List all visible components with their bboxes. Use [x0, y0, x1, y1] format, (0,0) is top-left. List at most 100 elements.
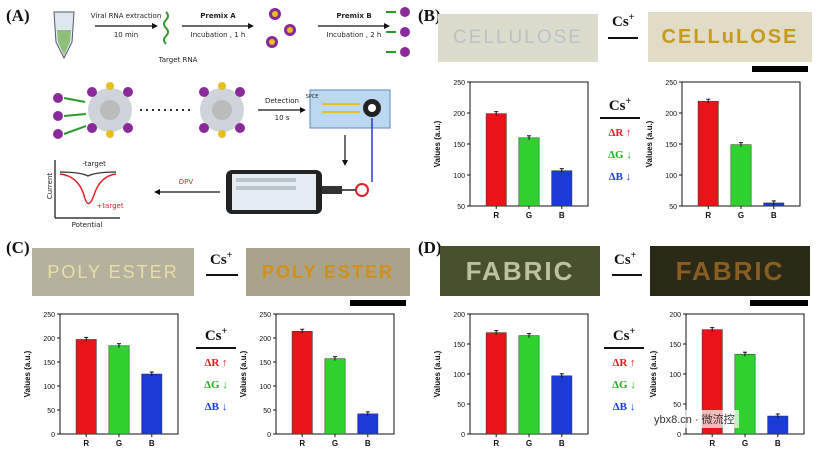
y-tick-label: 100 — [43, 384, 55, 391]
arrow-d-top — [612, 274, 642, 276]
x-tick-label: G — [738, 211, 744, 220]
premix-a-time: Incubation , 1 h — [190, 31, 246, 39]
y-tick-label: 250 — [43, 312, 55, 319]
y-tick-label: 50 — [673, 402, 681, 409]
legend-c-b: ΔB ↓ — [204, 400, 228, 413]
x-tick-label: G — [116, 439, 122, 448]
premix-a-label: Premix A — [200, 12, 236, 20]
chart-c-after: 0 50 100 150 200 250 Values (a.u.) R G B — [239, 312, 395, 448]
bar-b — [767, 415, 789, 435]
photo-d-before: FABRIC — [440, 246, 600, 296]
x-tick-label: R — [493, 439, 499, 448]
y-tick-label: 150 — [453, 342, 465, 349]
step1-time: 10 min — [113, 31, 139, 39]
bar-b — [141, 373, 163, 435]
bar-b — [551, 375, 573, 435]
y-tick-label: 100 — [453, 173, 465, 180]
x-tick-label: G — [526, 439, 532, 448]
legend-b-arrow — [600, 117, 640, 119]
legend-d-arrow — [604, 347, 644, 349]
photo-c-before: POLY ESTER — [32, 248, 194, 296]
bar-g — [324, 358, 346, 435]
y-tick-label: 150 — [669, 342, 681, 349]
bar-g — [108, 345, 130, 435]
target-rna-label: Target RNA — [158, 56, 198, 64]
chart-d-after: 0 50 100 150 200 Values (a.u.) R G B — [649, 312, 805, 448]
legend-c-r: ΔR ↑ — [204, 356, 228, 369]
chart-d-before: 0 50 100 150 200 Values (a.u.) R G B — [433, 312, 589, 448]
y-tick-label: 200 — [665, 111, 677, 118]
legend-b-g: ΔG ↓ — [608, 148, 632, 161]
step1-label: Viral RNA extraction — [90, 12, 162, 20]
bar-r — [697, 100, 719, 207]
y-axis-label: Values (a.u.) — [23, 350, 32, 397]
x-tick-label: B — [559, 439, 565, 448]
legend-c-arrow — [196, 347, 236, 349]
legend-c-g: ΔG ↓ — [204, 378, 228, 391]
y-tick-label: 250 — [453, 80, 465, 87]
panel-label-b: (B) — [418, 6, 441, 25]
bar-b — [551, 170, 573, 207]
legend-d-cs: Cs+ — [612, 326, 636, 344]
y-axis-label: Values (a.u.) — [649, 350, 658, 397]
cs-label-c-top: Cs+ — [210, 250, 233, 268]
spe-label: SPCE — [305, 94, 319, 100]
arrow-b-top — [608, 37, 638, 39]
assembly-cluster-icon-2 — [199, 82, 245, 138]
plus-target-label: +target — [96, 202, 124, 210]
bar-g — [730, 144, 752, 207]
y-axis-label: Values (a.u.) — [433, 350, 442, 397]
y-tick-label: 100 — [259, 384, 271, 391]
scale-bar-b — [752, 66, 808, 72]
y-tick-label: 150 — [259, 360, 271, 367]
scale-bar-c — [350, 300, 406, 306]
legend-b-r: ΔR ↑ — [608, 126, 632, 139]
bar-r — [75, 339, 97, 435]
y-axis-label: Values (a.u.) — [645, 120, 654, 167]
legend-b: Cs+ ΔR ↑ ΔG ↓ ΔB ↓ — [596, 96, 644, 183]
chart-c-before: 0 50 100 150 200 250 Values (a.u.) R G B — [23, 312, 179, 448]
panel-label-c: (C) — [6, 238, 30, 257]
y-tick-label: 50 — [457, 204, 465, 211]
photo-d-after: FABRIC — [650, 246, 810, 296]
premix-b-label: Premix B — [336, 12, 372, 20]
legend-c: Cs+ ΔR ↑ ΔG ↓ ΔB ↓ — [192, 326, 240, 413]
y-tick-label: 0 — [51, 432, 55, 439]
photo-b-after: CELLuLOSE — [648, 12, 812, 62]
y-tick-label: 200 — [669, 312, 681, 319]
chart-b-before: 50 100 150 200 250 Values (a.u.) R G B — [433, 80, 589, 220]
cs-label-b-top: Cs+ — [612, 12, 635, 30]
x-tick-label: R — [299, 439, 305, 448]
legend-d-b: ΔB ↓ — [612, 400, 636, 413]
x-tick-label: R — [705, 211, 711, 220]
y-tick-label: 150 — [665, 142, 677, 149]
legend-d: Cs+ ΔR ↑ ΔG ↓ ΔB ↓ — [600, 326, 648, 413]
x-tick-label: B — [365, 439, 371, 448]
schematic-a — [53, 7, 410, 219]
detection-label: Detection — [264, 97, 299, 105]
bar-g — [518, 137, 540, 207]
x-tick-label: B — [775, 439, 781, 448]
x-tick-label: B — [149, 439, 155, 448]
x-tick-label: R — [493, 211, 499, 220]
y-tick-label: 200 — [453, 111, 465, 118]
y-tick-label: 150 — [43, 360, 55, 367]
premix-b-time: Incubation , 2 h — [326, 31, 382, 39]
y-tick-label: 200 — [453, 312, 465, 319]
minus-target-label: -target — [82, 160, 106, 168]
potential-axis-label: Potential — [71, 221, 103, 229]
x-tick-label: G — [526, 211, 532, 220]
y-tick-label: 50 — [669, 204, 677, 211]
arrow-c-top — [206, 274, 238, 276]
y-tick-label: 100 — [665, 173, 677, 180]
y-tick-label: 50 — [263, 408, 271, 415]
legend-d-g: ΔG ↓ — [612, 378, 636, 391]
photo-b-before: CELLULOSE — [438, 14, 598, 62]
bar-r — [485, 113, 507, 207]
y-tick-label: 150 — [453, 142, 465, 149]
y-tick-label: 250 — [665, 80, 677, 87]
cs-label-d-top: Cs+ — [614, 250, 637, 268]
probe-particle-icon — [386, 7, 410, 57]
x-tick-label: B — [559, 211, 565, 220]
tube-icon — [53, 11, 75, 60]
